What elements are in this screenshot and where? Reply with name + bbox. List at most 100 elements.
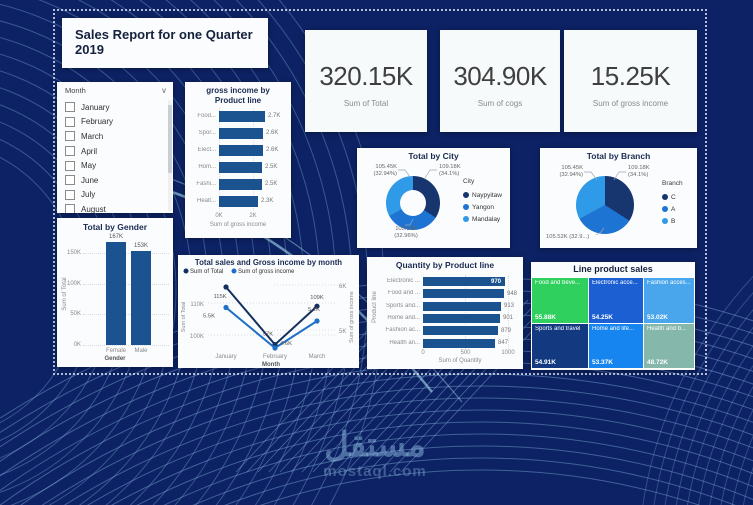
slicer-header-label: Month [65,86,86,95]
bar-Homeand[interactable] [423,313,500,323]
slicer-item-august[interactable]: August [65,202,163,213]
slicer-item-march[interactable]: March [65,129,163,144]
slicer-item-label: January [81,102,110,112]
slicer-item-label: March [81,131,104,141]
checkbox-icon[interactable] [65,146,75,157]
y-tick: 50K [70,311,81,318]
treemap-tile-electronicacce[interactable]: Electronic acce... 54.25K [589,278,643,323]
data-label: 4.6K [280,341,292,347]
tile-label: Health and b... [647,326,687,332]
chart-title: Line product sales [573,264,653,274]
data-point[interactable] [314,303,320,309]
left-axis-title: Sum of Total [181,302,187,332]
line-chart[interactable]: 100K 110K 5K 6K 115K 97K 109K Sum of Total 5.5K 4… [178,255,359,368]
legend-item-label: Sum of Total [190,269,223,275]
slicer-item-february[interactable]: February [65,115,163,130]
slicer-scrollbar-thumb[interactable] [168,105,172,173]
bar-Hom[interactable] [219,162,262,173]
x-tick: 500 [460,350,471,356]
bar-Electronic[interactable] [423,277,505,286]
visual-total-by-city: Total by City 105.45K (32.94%) 109.18K (… [357,148,510,248]
bar-category-label: Health an... [389,339,420,346]
bar-value-label: 2.5K [265,181,278,187]
bar-Fashionac[interactable] [423,326,498,336]
legend-item-yangon[interactable]: Yangon [463,201,502,213]
gridline [508,275,509,349]
chart-title: Total sales and Gross income by month [194,258,343,267]
legend-dot-icon [662,218,668,224]
legend-item-label: Sum of gross income [238,269,295,275]
legend-item-a[interactable]: A [662,203,683,215]
data-point[interactable] [223,304,229,311]
checkbox-icon[interactable] [65,175,75,186]
legend-item-b[interactable]: B [662,215,683,227]
checkbox-icon[interactable] [65,102,75,113]
city-legend: City Naypyitaw Yangon Mandalay [463,178,502,225]
data-label: 5.5K [203,314,215,320]
right-tick: 5K [339,329,346,335]
slicer-item-label: April [81,146,98,156]
bar-Elect[interactable] [219,145,263,156]
callout-b: 105.45K (32.94%) [559,165,583,178]
bar-value-label: 167K [108,234,123,241]
callout-naypyitaw: 109.18K (34.1%) [439,164,461,177]
bar-Sportsand[interactable] [423,301,501,311]
bar-Foodand[interactable] [423,289,504,299]
treemap-tile-foodandbeve[interactable]: Food and beve... 55.88K [532,278,588,323]
bar-female[interactable] [106,242,126,345]
bar-value-label: 2.5K [265,164,278,170]
branch-pie[interactable] [576,176,634,234]
slicer-item-july[interactable]: July [65,188,163,203]
checkbox-icon[interactable] [65,131,75,142]
bar-Healthan[interactable] [423,338,495,348]
x-category-label: January [215,354,236,360]
tile-label: Food and beve... [535,280,581,286]
checkbox-icon[interactable] [65,189,75,200]
y-tick: 100K [66,280,81,287]
legend-title: Branch [662,180,683,187]
slicer-item-label: June [81,175,99,185]
legend-dot-icon[interactable] [231,268,237,274]
x-axis-title: Sum of Quantity [438,358,482,364]
slicer-item-may[interactable]: May [65,158,163,173]
bar-value-label: 2.7K [268,113,281,119]
chevron-down-icon[interactable]: ∨ [161,85,167,95]
legend-item-mandalay[interactable]: Mandalay [463,213,502,225]
legend-dot-icon[interactable] [183,268,189,274]
legend-dot-icon [463,216,469,222]
data-point[interactable] [272,345,278,351]
bar-Healt[interactable] [219,196,258,207]
treemap-tile-healthandb[interactable]: Health and b... 48.72K [644,324,694,368]
bar-value-label: 2.3K [261,198,274,204]
x-tick: 1000 [501,350,515,356]
bar-Food[interactable] [219,111,265,122]
tile-label: Electronic acce... [592,280,638,286]
gridline [83,283,169,285]
left-tick: 110K [190,302,204,308]
checkbox-icon[interactable] [65,160,75,171]
left-tick: 100K [190,334,204,340]
slicer-item-april[interactable]: April [65,144,163,159]
kpi-value: 320.15K [319,60,413,91]
bar-Fashi[interactable] [219,179,262,190]
x-tick: 0K [215,213,223,219]
data-label: 97K [263,332,273,338]
treemap-tile-sportsandtravel[interactable]: Sports and travel 54.91K [532,324,588,368]
legend-item-label: C [671,193,676,201]
checkbox-icon[interactable] [65,116,75,127]
legend-item-c[interactable]: C [662,191,683,203]
data-point[interactable] [314,318,320,324]
bar-male[interactable] [131,251,151,345]
legend-item-naypyitaw[interactable]: Naypyitaw [463,189,502,201]
data-point[interactable] [223,284,229,290]
x-axis-title: Gender [104,356,126,362]
bar-Spor[interactable] [219,128,263,139]
slicer-item-january[interactable]: January [65,100,163,115]
checkbox-icon[interactable] [65,204,75,213]
gridline [253,108,254,211]
slicer-item-june[interactable]: June [65,173,163,188]
treemap-tile-fashionacces[interactable]: Fashion acces... 53.02K [644,278,694,323]
bar-value-label: 901 [503,315,514,322]
treemap-tile-homeandlife[interactable]: Home and life... 53.37K [589,324,643,368]
